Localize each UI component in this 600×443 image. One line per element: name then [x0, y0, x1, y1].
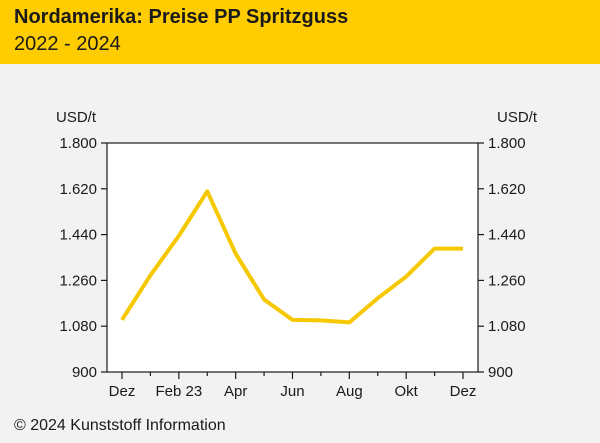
y-tick-label-right: 900 — [488, 364, 513, 381]
y-axis-unit-left: USD/t — [56, 109, 97, 126]
y-tick-label-right: 1.440 — [488, 227, 526, 244]
y-tick-label-left: 1.620 — [59, 181, 97, 198]
y-tick-label-left: 1.260 — [59, 272, 97, 289]
x-tick-label: Dez — [450, 383, 477, 400]
x-tick-label: Jun — [280, 383, 304, 400]
chart-subtitle: 2022 - 2024 — [14, 33, 121, 55]
x-tick-label: Apr — [224, 383, 247, 400]
series-line — [120, 189, 463, 325]
y-tick-label-right: 1.260 — [488, 272, 526, 289]
y-tick-label-right: 1.800 — [488, 135, 526, 152]
y-axis-unit-right: USD/t — [497, 109, 538, 126]
y-tick-label-left: 1.800 — [59, 135, 97, 152]
y-tick-label-left: 1.440 — [59, 227, 97, 244]
x-tick-label: Dez — [109, 383, 136, 400]
header-bar: Nordamerika: Preise PP Spritzguss 2022 -… — [0, 0, 600, 64]
y-axis-right: 900 1.080 1.260 1.440 1.620 1.800 — [478, 135, 526, 381]
x-tick-label: Okt — [394, 383, 418, 400]
x-axis: Dez Feb 23 Apr Jun Aug Okt Dez — [109, 372, 477, 400]
plot-area — [106, 142, 479, 373]
y-axis-left: 900 1.080 1.260 1.440 1.620 1.800 — [59, 135, 107, 381]
y-tick-label-right: 1.620 — [488, 181, 526, 198]
y-tick-label-left: 900 — [72, 364, 97, 381]
y-tick-label-right: 1.080 — [488, 318, 526, 335]
x-tick-label: Aug — [336, 383, 363, 400]
y-tick-label-left: 1.080 — [59, 318, 97, 335]
x-tick-label: Feb 23 — [155, 383, 202, 400]
copyright-text: © 2024 Kunststoff Information — [14, 417, 226, 434]
chart-title: Nordamerika: Preise PP Spritzguss — [14, 6, 349, 28]
